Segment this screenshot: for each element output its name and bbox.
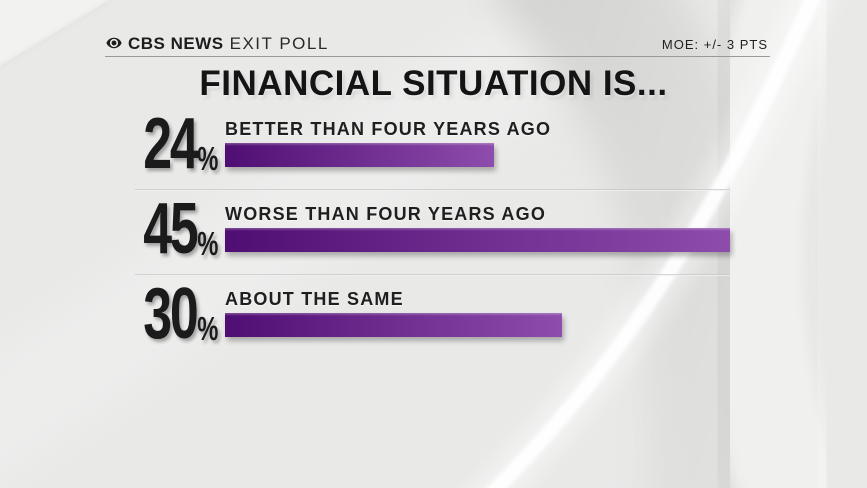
bar-label: WORSE THAN FOUR YEARS AGO bbox=[225, 204, 547, 224]
bar-label: ABOUT THE SAME bbox=[225, 289, 404, 309]
bar-fill bbox=[225, 228, 730, 252]
bar-row: 30% ABOUT THE SAME bbox=[130, 273, 755, 368]
bar-track bbox=[225, 228, 730, 252]
row-divider bbox=[135, 274, 730, 276]
margin-of-error-note: MOE: +/- 3 PTS bbox=[661, 37, 768, 52]
row-divider bbox=[135, 189, 730, 191]
bar-value: 24 bbox=[142, 103, 199, 184]
bar-value-block: 24% bbox=[130, 103, 218, 184]
chart-title: FINANCIAL SITUATION IS... bbox=[199, 64, 668, 103]
brand-name: CBS NEWS bbox=[128, 33, 224, 53]
bar-track bbox=[225, 313, 730, 337]
bar-track bbox=[225, 143, 730, 167]
bar-row: 45% WORSE THAN FOUR YEARS AGO bbox=[130, 188, 755, 283]
cbs-eye-icon bbox=[106, 37, 122, 49]
bar-value-block: 45% bbox=[130, 188, 218, 269]
bar-label: BETTER THAN FOUR YEARS AGO bbox=[225, 119, 552, 139]
header-divider bbox=[105, 56, 770, 57]
bar-value: 45 bbox=[142, 188, 199, 269]
bar-row: 24% BETTER THAN FOUR YEARS AGO bbox=[130, 103, 755, 198]
bar-fill bbox=[225, 143, 495, 167]
bar-value: 30 bbox=[142, 273, 199, 354]
bar-unit: % bbox=[196, 225, 218, 263]
bar-unit: % bbox=[196, 140, 218, 178]
brand-lockup: CBS NEWS EXIT POLL bbox=[106, 33, 329, 53]
bar-value-block: 30% bbox=[130, 273, 218, 354]
bar-unit: % bbox=[196, 310, 218, 348]
bar-fill bbox=[225, 313, 562, 337]
brand-suffix: EXIT POLL bbox=[229, 33, 329, 53]
